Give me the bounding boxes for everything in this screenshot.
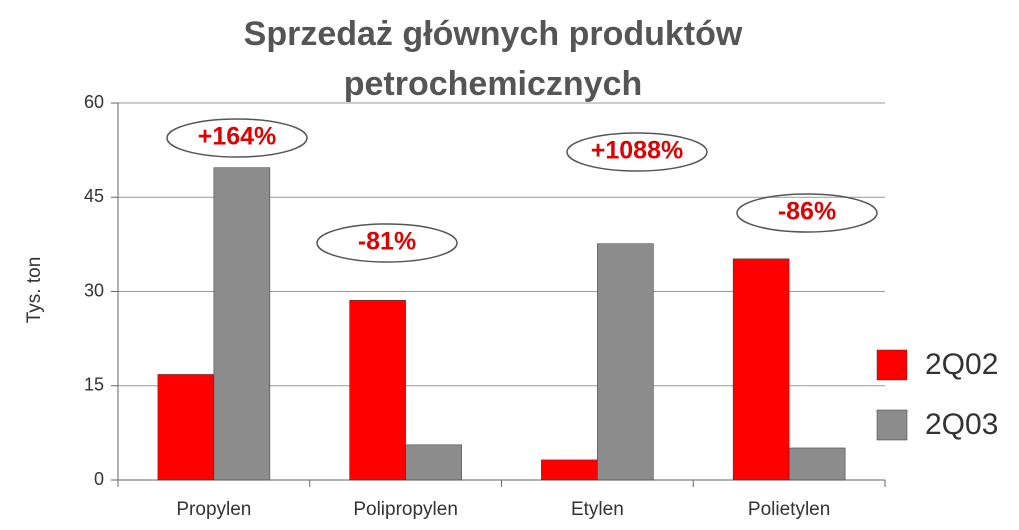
bar bbox=[157, 374, 215, 481]
x-tick-label: Polietylen bbox=[748, 499, 830, 520]
bar bbox=[213, 167, 271, 481]
annotation: -81% bbox=[358, 228, 416, 256]
annotation-ellipse bbox=[736, 193, 878, 233]
legend-label: 2Q02 bbox=[925, 348, 998, 381]
legend-label: 2Q03 bbox=[925, 408, 998, 441]
bar bbox=[349, 300, 406, 481]
y-tick-label: 30 bbox=[84, 280, 104, 300]
bar bbox=[597, 243, 654, 481]
annotation: +164% bbox=[198, 123, 277, 151]
annotation-ellipse bbox=[166, 118, 308, 158]
y-axis-label: Tys. ton bbox=[24, 257, 45, 324]
y-tick-label: 15 bbox=[84, 375, 104, 395]
x-tick-label: Propylen bbox=[176, 499, 251, 520]
annotation: -86% bbox=[778, 198, 836, 226]
annotation: +1088% bbox=[591, 137, 683, 165]
bar bbox=[541, 459, 598, 481]
annotation-ellipse bbox=[566, 132, 708, 172]
bar bbox=[405, 444, 462, 481]
y-tick-label: 0 bbox=[94, 469, 104, 489]
chart-title: petrochemicznych bbox=[344, 65, 643, 103]
bar bbox=[788, 447, 846, 481]
annotation-ellipse bbox=[316, 223, 458, 263]
chart-title: Sprzedaż głównych produktów bbox=[244, 15, 743, 53]
y-tick-label: 45 bbox=[84, 186, 104, 206]
bar bbox=[732, 258, 790, 481]
legend-swatch bbox=[876, 349, 908, 381]
y-tick-label: 60 bbox=[84, 92, 104, 112]
legend-swatch bbox=[876, 409, 908, 441]
x-tick-label: Polipropylen bbox=[353, 499, 458, 520]
x-tick-label: Etylen bbox=[571, 499, 624, 520]
